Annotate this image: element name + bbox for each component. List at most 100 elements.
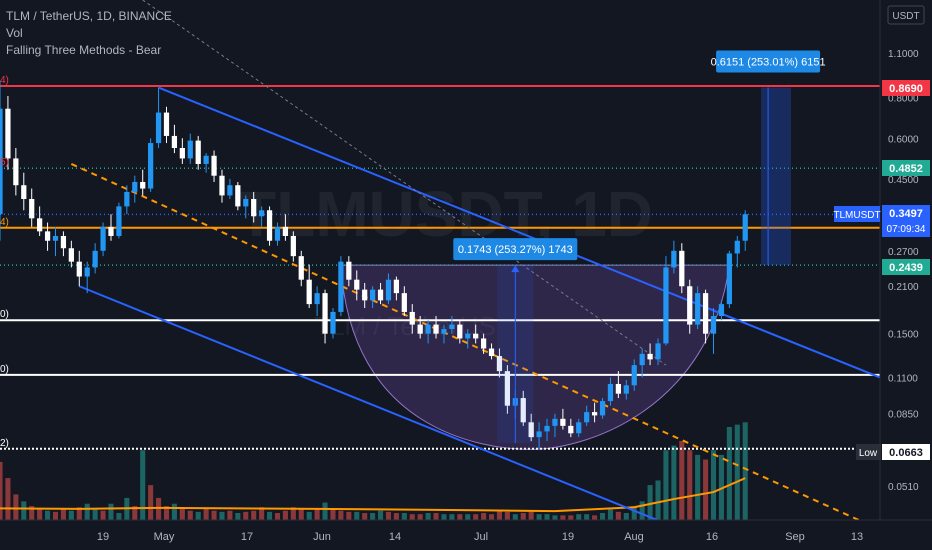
- time-axis-ticks: 19 May 17 Jun 14 Jul 19 Aug 16 Sep 13: [97, 531, 863, 543]
- candle-body: [369, 289, 376, 301]
- measure-small[interactable]: 0.1743 (253.27%) 1743: [453, 238, 578, 444]
- candle-body: [306, 279, 312, 305]
- volume-bar: [13, 494, 19, 520]
- volume-bar: [703, 459, 709, 520]
- watermark-main: TLMUSDT, 1D: [237, 178, 653, 250]
- indicator-pattern[interactable]: Falling Three Methods - Bear: [6, 43, 162, 57]
- volume-bar: [457, 514, 463, 520]
- left-level-label: 5): [0, 157, 9, 168]
- candle-body: [504, 371, 511, 406]
- volume-bar: [140, 450, 146, 520]
- candle-body: [663, 267, 669, 344]
- volume-bar: [45, 510, 51, 520]
- candle-body: [695, 293, 701, 325]
- candle-body: [0, 108, 3, 215]
- symbol-title[interactable]: TLM / TetherUS, 1D, BINANCE: [6, 9, 172, 23]
- volume-bar: [108, 503, 114, 520]
- candle-body: [108, 226, 114, 236]
- candle-body: [68, 248, 74, 262]
- volume-bar: [695, 454, 701, 520]
- current-price-tag-box: [882, 205, 930, 237]
- currency-badge[interactable]: USDT: [887, 5, 925, 25]
- measure-large[interactable]: 0.6151 (253.01%) 6151: [711, 50, 826, 266]
- indicator-vol[interactable]: Vol: [6, 26, 23, 40]
- time-tick-label: 17: [241, 531, 253, 543]
- candle-body: [84, 267, 90, 277]
- time-axis[interactable]: 19 May 17 Jun 14 Jul 19 Aug 16 Sep 13: [0, 519, 932, 550]
- volume-bar: [544, 514, 550, 520]
- channel-lower-line[interactable]: [78, 285, 667, 525]
- candle-body: [726, 253, 732, 305]
- volume-bar: [163, 506, 170, 520]
- candle-body: [44, 231, 51, 241]
- candle-body: [5, 108, 11, 159]
- volume-bar: [687, 450, 693, 520]
- candle-body: [179, 147, 185, 159]
- left-level-label: 2): [0, 438, 9, 449]
- volume-bar: [211, 510, 217, 520]
- volume-bar: [615, 511, 621, 520]
- green-level-upper-tag: 0.4852: [889, 163, 923, 175]
- candle-body: [219, 175, 225, 196]
- grey-dotted-trend-line[interactable]: [142, 0, 667, 366]
- candle-body: [338, 261, 344, 312]
- volume-bar: [37, 509, 43, 520]
- candle-body: [243, 198, 249, 207]
- low-prefix-tag-box: [856, 444, 881, 460]
- volume-bar: [599, 513, 606, 520]
- volume-bar: [393, 513, 399, 520]
- price-tick-label: 0.0850: [888, 410, 919, 421]
- candle-body: [116, 206, 122, 236]
- measure-large-label: 0.6151 (253.01%) 6151: [711, 57, 826, 69]
- volume-bar: [528, 511, 534, 520]
- volume-bar: [449, 514, 455, 520]
- volume-bar: [385, 511, 392, 520]
- volume-bar: [401, 513, 407, 520]
- candle-body: [425, 324, 431, 334]
- volume-bar: [132, 506, 138, 520]
- volume-bar: [267, 511, 273, 520]
- volume-bar: [195, 511, 201, 520]
- candle-body: [742, 214, 748, 241]
- volume-bar: [306, 511, 312, 520]
- candle-body: [647, 353, 653, 360]
- candle-body: [171, 135, 178, 148]
- candle-body: [480, 338, 487, 349]
- volume-bar: [60, 508, 66, 520]
- price-axis[interactable]: 1.50001.10000.80000.60000.45000.27000.21…: [833, 0, 932, 520]
- volume-bar: [84, 503, 90, 520]
- channel-upper-line[interactable]: [158, 86, 881, 379]
- volume-bar: [235, 513, 241, 520]
- candle-body: [148, 143, 154, 189]
- candle-body: [655, 343, 661, 360]
- candle-body: [163, 112, 170, 136]
- time-tick-label: 16: [706, 531, 718, 543]
- green-level-upper-tag-box: [882, 160, 930, 176]
- candle-body: [591, 412, 598, 416]
- price-axis-ticks: 1.50001.10000.80000.60000.45000.27000.21…: [888, 5, 919, 493]
- candle-body: [576, 422, 582, 434]
- left-level-label: 4): [0, 217, 9, 228]
- price-tick-label: 0.0510: [888, 482, 919, 493]
- volume-bar: [726, 426, 732, 520]
- volume-bar: [21, 501, 27, 520]
- symbol-tag-box: [834, 206, 880, 222]
- volume-bar: [718, 454, 724, 520]
- volume-bar: [116, 513, 122, 520]
- measure-large-label-box: [716, 50, 821, 73]
- candles: [0, 81, 748, 450]
- candle-body: [259, 210, 265, 217]
- volume-bar: [584, 514, 590, 520]
- time-tick-label: 13: [851, 531, 863, 543]
- volume-bar: [243, 511, 249, 520]
- volume-bar: [52, 511, 59, 520]
- candle-body: [679, 250, 685, 287]
- volume-bar: [156, 497, 162, 520]
- volume-bar: [354, 511, 360, 520]
- volume-bar: [187, 510, 193, 520]
- volume-bar: [520, 513, 526, 520]
- candle-body: [13, 158, 19, 186]
- candle-body: [552, 418, 558, 426]
- current-price-tag: 0.3497: [889, 208, 923, 220]
